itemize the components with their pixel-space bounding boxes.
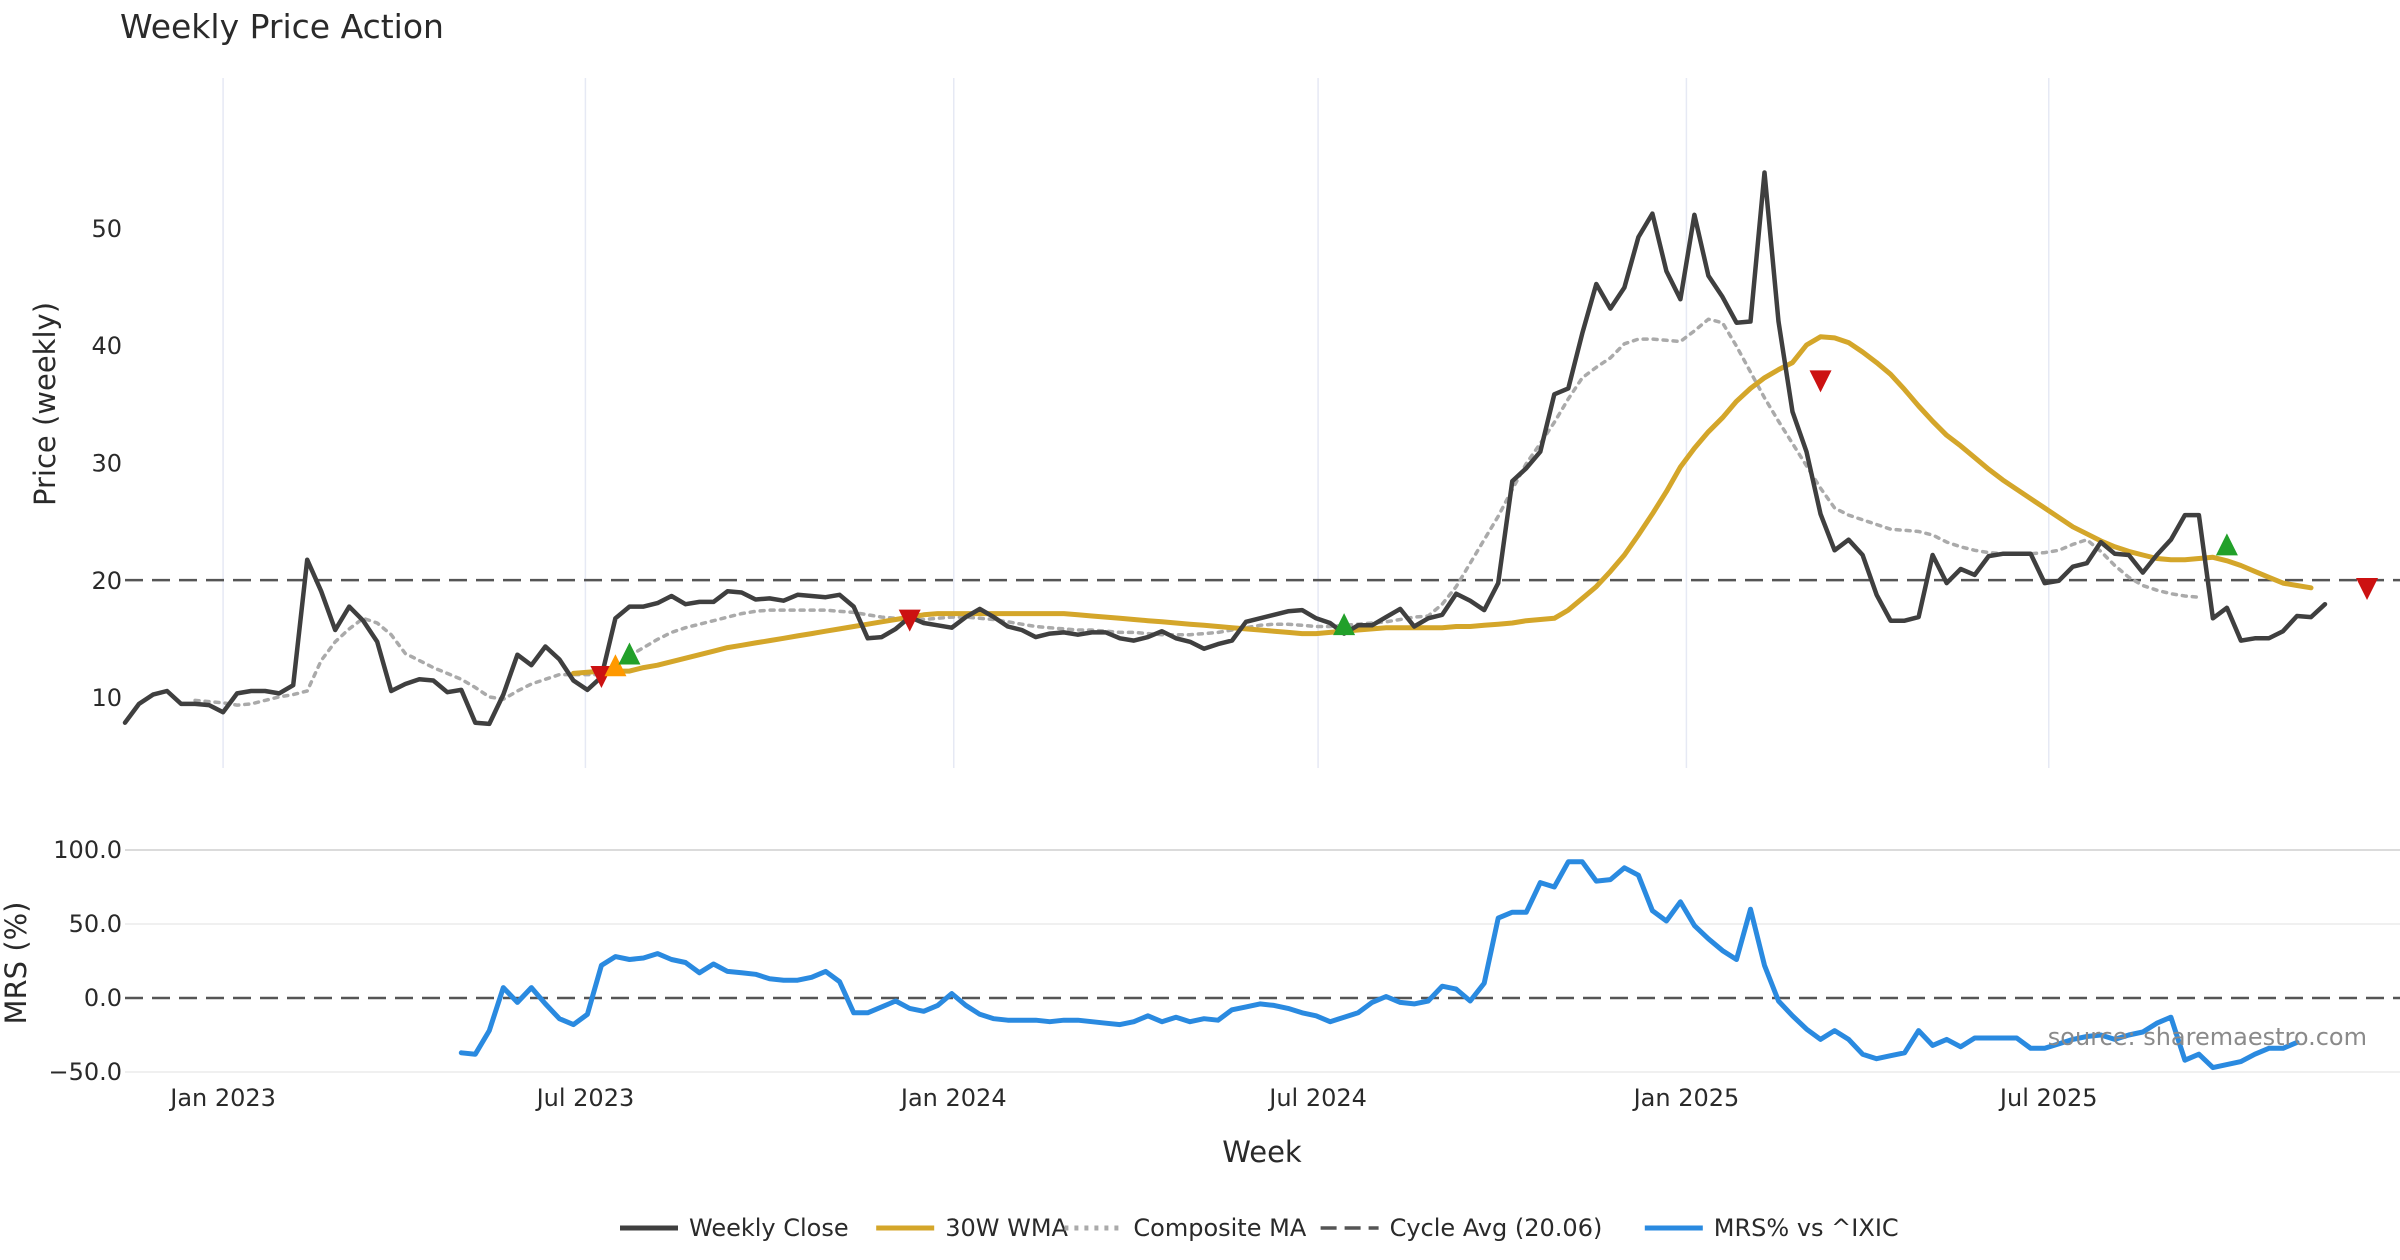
composite-ma-line — [193, 317, 2201, 707]
legend-label: Composite MA — [1133, 1214, 1306, 1242]
buy-signal-marker — [604, 654, 627, 677]
x-axis-label: Week — [1222, 1135, 1302, 1169]
x-tick-label: Jul 2023 — [535, 1084, 635, 1112]
legend-label: MRS% vs ^IXIC — [1714, 1214, 1899, 1242]
price-y-tick-label: 10 — [91, 684, 122, 712]
price-y-tick-label: 40 — [91, 332, 122, 360]
price-panel: 10 20 30 40 50 Price (weekly) — [28, 78, 2400, 768]
wma-30w-line — [570, 334, 2314, 676]
mrs-line — [458, 859, 2300, 1071]
legend-label: Weekly Close — [689, 1214, 849, 1242]
price-y-axis-label: Price (weekly) — [28, 302, 62, 506]
buy-signal-marker — [1333, 613, 1356, 636]
x-tick-label: Jul 2025 — [1998, 1084, 2098, 1112]
x-axis: Jan 2023 Jul 2023 Jan 2024 Jul 2024 Jan 2025… — [168, 1084, 2097, 1112]
sell-signal-marker — [898, 609, 921, 632]
x-tick-label: Jan 2025 — [1632, 1084, 1740, 1112]
mrs-y-tick-label: 0.0 — [84, 984, 122, 1012]
legend: Weekly Close 30W WMA Composite MA Cycle Avg… — [620, 1214, 1899, 1242]
mrs-y-axis-label: MRS (%) — [0, 902, 33, 1025]
legend-label: 30W WMA — [945, 1214, 1068, 1242]
x-tick-label: Jul 2024 — [1267, 1084, 1367, 1112]
sell-signal-marker — [1809, 370, 1832, 393]
price-y-tick-label: 20 — [91, 567, 122, 595]
price-y-tick-label: 50 — [91, 215, 122, 243]
mrs-panel: 100.0 50.0 0.0 −50.0 MRS (%) — [0, 836, 2400, 1086]
source-label: source: sharemaestro.com — [2048, 1023, 2367, 1051]
x-tick-label: Jan 2024 — [899, 1084, 1007, 1112]
buy-signal-marker — [2215, 533, 2238, 556]
sell-signal-marker — [2356, 577, 2379, 600]
x-tick-label: Jan 2023 — [168, 1084, 276, 1112]
legend-label: Cycle Avg (20.06) — [1390, 1214, 1603, 1242]
chart-title: Weekly Price Action — [120, 7, 444, 46]
weekly-close-line — [122, 170, 2328, 727]
price-y-tick-label: 30 — [91, 449, 122, 477]
buy-signal-marker — [618, 642, 641, 665]
mrs-y-tick-label: 100.0 — [53, 836, 122, 864]
mrs-y-tick-label: 50.0 — [69, 910, 122, 938]
mrs-y-tick-label: −50.0 — [48, 1058, 122, 1086]
